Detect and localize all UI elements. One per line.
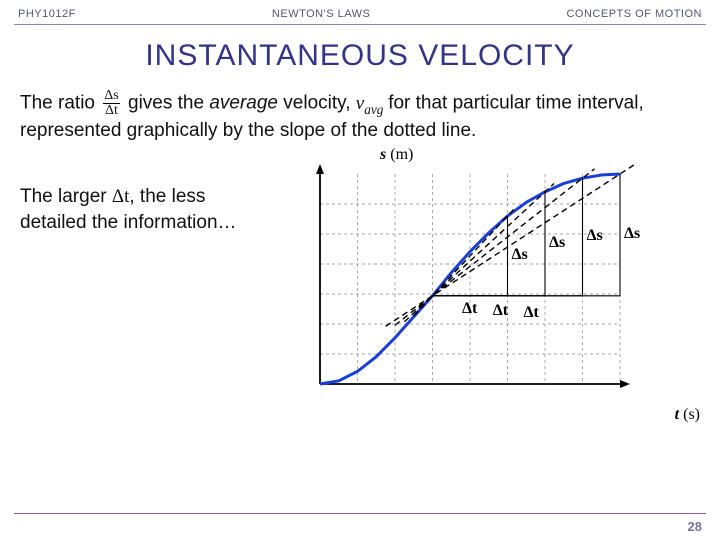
note-delta-t: Δt	[112, 186, 130, 207]
note-text1: The larger	[20, 186, 112, 207]
delta-s-label: Δs	[512, 246, 528, 264]
x-axis-unit: (s)	[683, 406, 700, 423]
header-right: CONCEPTS OF MOTION	[566, 8, 702, 20]
avg-subscript: avg	[364, 101, 383, 116]
ratio-fraction: Δs Δt	[103, 89, 119, 118]
page-number: 28	[688, 519, 702, 534]
frac-denominator: Δt	[103, 104, 119, 118]
para1-text1: The ratio	[20, 93, 100, 114]
para1-text2: gives the	[128, 93, 209, 114]
footer-rule	[14, 513, 706, 514]
delta-s-label: Δs	[624, 225, 640, 243]
average-word: average	[209, 93, 278, 114]
para1-text3: velocity,	[283, 93, 356, 114]
header-left: PHY1012F	[18, 8, 76, 20]
slide-title: INSTANTANEOUS VELOCITY	[0, 39, 720, 73]
paragraph-1: The ratio Δs Δt gives the average veloci…	[20, 89, 700, 144]
slide-header: PHY1012F NEWTON'S LAWS CONCEPTS OF MOTIO…	[0, 0, 720, 24]
velocity-chart: s (m) t (s) ΔsΔtΔsΔtΔsΔtΔs	[260, 154, 680, 434]
left-note: The larger Δt, the less detailed the inf…	[0, 154, 260, 235]
delta-s-label: Δs	[587, 227, 603, 245]
x-axis-label: t (s)	[675, 406, 700, 424]
v-symbol: v	[356, 93, 364, 114]
y-axis-unit: (m)	[390, 146, 413, 163]
frac-numerator: Δs	[103, 89, 119, 104]
y-axis-symbol: s	[380, 146, 386, 163]
delta-s-label: Δs	[549, 234, 565, 252]
v-avg-symbol: vavg	[356, 93, 388, 114]
header-center: NEWTON'S LAWS	[272, 8, 370, 20]
y-axis-label: s (m)	[380, 146, 413, 164]
chart-svg	[260, 154, 680, 434]
delta-t-label: Δt	[524, 304, 539, 322]
delta-t-label: Δt	[462, 300, 477, 318]
x-axis-symbol: t	[675, 406, 679, 423]
delta-t-label: Δt	[493, 302, 508, 320]
header-rule	[14, 24, 706, 25]
